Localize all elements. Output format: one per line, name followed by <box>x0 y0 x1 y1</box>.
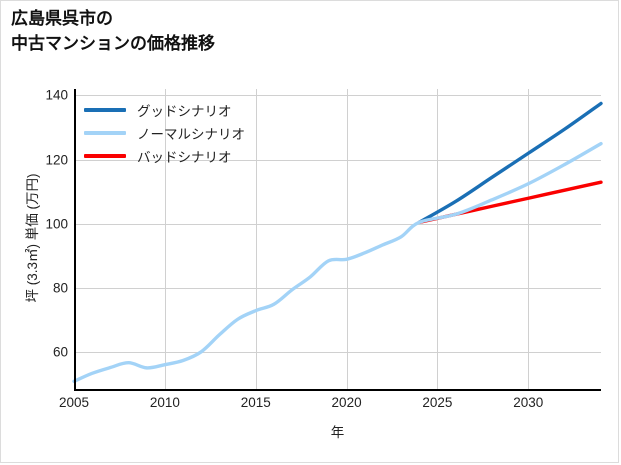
y-tick-label: 60 <box>52 344 68 360</box>
x-tick-label: 2010 <box>149 395 180 410</box>
x-tick-label: 2005 <box>58 395 90 410</box>
x-axis-label: 年 <box>330 425 345 440</box>
y-axis-ticks: 60 80 100 120 140 <box>6 87 68 391</box>
x-tick-label: 2015 <box>240 395 271 410</box>
y-tick-label: 100 <box>45 216 68 232</box>
legend-label: グッドシナリオ <box>137 103 232 119</box>
x-tick-label: 2025 <box>422 395 453 410</box>
plot-area <box>72 89 603 391</box>
y-axis-label: 坪 (3.3㎡) 単価 (万円) <box>25 173 40 303</box>
legend-item[interactable]: ノーマルシナリオ <box>84 121 294 144</box>
legend-color-swatch <box>84 130 126 135</box>
gridline-x-2025 <box>437 89 439 391</box>
gridline-x-2020 <box>346 89 348 391</box>
gridline-x-2030 <box>528 89 530 391</box>
gridline-y-80 <box>74 288 601 290</box>
chart-legend: グッドシナリオ ノーマルシナリオ バッドシナリオ <box>84 94 294 169</box>
x-tick-label: 2020 <box>331 395 362 410</box>
y-tick-label: 120 <box>45 152 68 168</box>
legend-label: バッドシナリオ <box>137 149 232 165</box>
gridline-y-140 <box>74 95 601 97</box>
gridline-y-100 <box>74 223 601 225</box>
gridline-y-60 <box>74 352 601 354</box>
x-axis-ticks: 2005 2010 2015 2020 2025 2030 <box>59 395 601 415</box>
legend-color-swatch <box>84 107 126 112</box>
gridline-x-2015 <box>255 89 257 391</box>
gridline-y-120 <box>74 159 601 161</box>
series-line <box>417 101 603 225</box>
chart-title: 広島県呉市の 中古マンションの価格推移 <box>11 9 215 53</box>
x-tick-label: 2030 <box>513 395 544 410</box>
y-tick-label: 80 <box>52 280 68 296</box>
legend-label: ノーマルシナリオ <box>137 126 245 142</box>
legend-item[interactable]: グッドシナリオ <box>84 98 294 121</box>
y-tick-label: 140 <box>45 87 68 103</box>
legend-color-swatch <box>84 153 126 158</box>
series-lines <box>72 101 603 384</box>
gridline-x-2010 <box>164 89 166 391</box>
legend-item[interactable]: バッドシナリオ <box>84 144 294 167</box>
series-line <box>72 141 603 384</box>
